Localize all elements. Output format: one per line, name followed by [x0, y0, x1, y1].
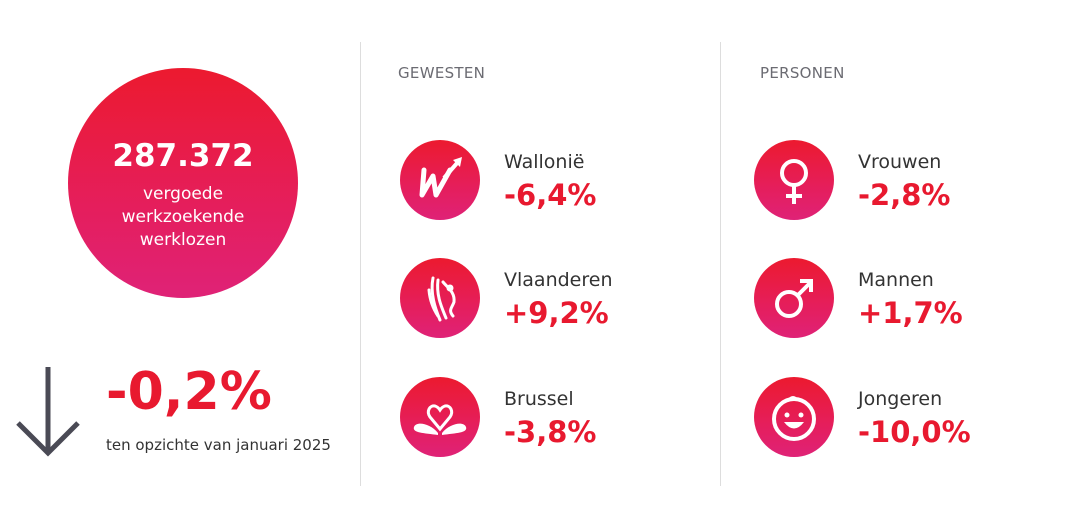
- smiley-child-icon: [754, 377, 834, 457]
- person-label: Mannen: [858, 269, 934, 291]
- gewesten-header: GEWESTEN: [398, 64, 486, 82]
- female-symbol-icon: [754, 140, 834, 220]
- total-change: -0,2%: [106, 362, 272, 422]
- wallonia-logo-icon: [400, 140, 480, 220]
- region-value: +9,2%: [504, 296, 609, 330]
- male-symbol-icon: [754, 258, 834, 338]
- region-value: -6,4%: [504, 178, 597, 212]
- description-line: werkzoekende: [121, 207, 245, 227]
- region-value: -3,8%: [504, 415, 597, 449]
- total-description: vergoede werkzoekende werklozen: [68, 183, 298, 252]
- arrow-down-icon: [16, 367, 80, 457]
- person-value: -2,8%: [858, 178, 951, 212]
- person-value: +1,7%: [858, 296, 963, 330]
- total-value: 287.372: [112, 138, 254, 174]
- region-label: Vlaanderen: [504, 269, 613, 291]
- divider: [360, 42, 361, 486]
- person-value: -10,0%: [858, 415, 971, 449]
- person-label: Jongeren: [858, 388, 943, 410]
- divider: [720, 42, 721, 486]
- change-note: ten opzichte van januari 2025: [106, 436, 331, 454]
- region-label: Brussel: [504, 388, 574, 410]
- region-label: Wallonië: [504, 151, 585, 173]
- description-line: werklozen: [139, 230, 227, 250]
- flanders-lion-icon: [400, 258, 480, 338]
- total-circle: 287.372 vergoede werkzoekende werklozen: [68, 68, 298, 298]
- personen-header: PERSONEN: [760, 64, 845, 82]
- brussels-heart-icon: [400, 377, 480, 457]
- description-line: vergoede: [142, 184, 224, 204]
- person-label: Vrouwen: [858, 151, 942, 173]
